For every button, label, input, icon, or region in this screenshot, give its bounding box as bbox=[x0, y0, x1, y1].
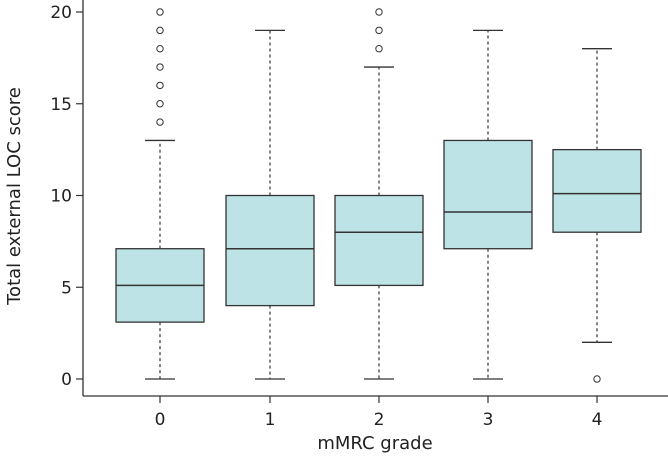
box-group-4 bbox=[552, 48, 642, 383]
box-group-1 bbox=[225, 29, 315, 380]
x-ticks: 0 1 2 3 4 bbox=[155, 396, 603, 430]
outlier-point bbox=[156, 100, 164, 108]
outlier-point bbox=[156, 81, 164, 90]
y-tick-label: 5 bbox=[61, 278, 72, 298]
box-group-2 bbox=[334, 8, 424, 380]
outlier-point bbox=[375, 26, 383, 35]
axes bbox=[82, 0, 668, 397]
y-tick-label: 20 bbox=[50, 3, 72, 23]
outlier-point bbox=[156, 118, 164, 126]
x-tick-label: 4 bbox=[592, 410, 603, 430]
box-group-3 bbox=[443, 29, 533, 380]
outlier-point bbox=[375, 8, 383, 16]
box-group-0 bbox=[115, 8, 205, 380]
iqr-box bbox=[225, 194, 315, 307]
boxes bbox=[115, 8, 642, 383]
y-axis-title: Total external LOC score bbox=[4, 87, 25, 306]
y-tick-label: 10 bbox=[50, 187, 72, 207]
x-tick-label: 1 bbox=[265, 410, 276, 430]
y-tick-label: 15 bbox=[50, 95, 72, 115]
y-tick-label: 0 bbox=[61, 370, 72, 390]
outlier-point bbox=[156, 63, 164, 71]
outlier-point bbox=[156, 8, 164, 16]
iqr-box bbox=[443, 139, 533, 250]
outlier-point bbox=[156, 26, 164, 35]
x-axis-title: mMRC grade bbox=[317, 433, 432, 454]
outlier-point bbox=[156, 45, 164, 53]
iqr-box bbox=[334, 194, 424, 287]
x-tick-label: 3 bbox=[483, 410, 494, 430]
x-tick-label: 0 bbox=[155, 410, 166, 430]
iqr-box bbox=[552, 148, 642, 233]
outlier-point bbox=[593, 375, 601, 383]
y-ticks: 0 5 10 15 20 bbox=[50, 3, 83, 390]
x-tick-label: 2 bbox=[374, 410, 385, 430]
outlier-point bbox=[375, 45, 383, 53]
